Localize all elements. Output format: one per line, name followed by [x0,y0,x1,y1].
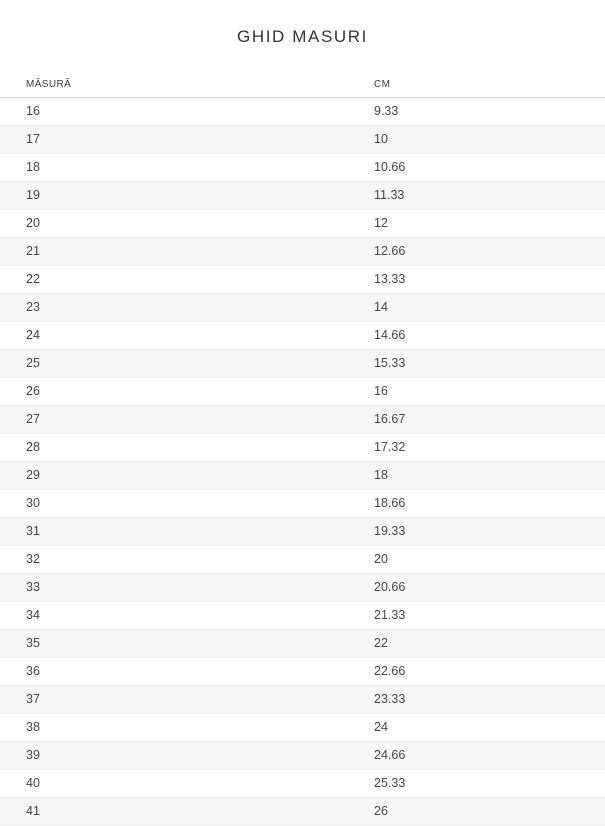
size-table-container: MĂSURĂ CM 16 9.33 17 10 18 10.66 19 11.33 20 12 21… [0,79,605,826]
cell-cm: 18 [348,461,605,490]
table-row: 28 17.32 [0,433,605,462]
cell-masura: 23 [0,293,348,322]
table-row: 18 10.66 [0,153,605,182]
size-guide-table: MĂSURĂ CM 16 9.33 17 10 18 10.66 19 11.33 20 12 21… [0,79,605,826]
cell-masura: 39 [0,741,348,770]
cell-cm: 21.33 [348,601,605,630]
cell-masura: 40 [0,769,348,798]
cell-masura: 33 [0,573,348,602]
table-body: 16 9.33 17 10 18 10.66 19 11.33 20 12 21 12.66 22 13.… [0,97,605,826]
cell-cm: 20.66 [348,573,605,602]
cell-cm: 14.66 [348,321,605,350]
cell-cm: 9.33 [348,97,605,126]
cell-masura: 22 [0,265,348,294]
table-row: 29 18 [0,461,605,490]
cell-cm: 16 [348,377,605,406]
cell-masura: 35 [0,629,348,658]
table-row: 34 21.33 [0,601,605,630]
cell-masura: 38 [0,713,348,742]
cell-cm: 20 [348,545,605,574]
cell-masura: 20 [0,209,348,238]
cell-masura: 28 [0,433,348,462]
cell-masura: 37 [0,685,348,714]
table-row: 40 25.33 [0,769,605,798]
cell-masura: 18 [0,153,348,182]
cell-cm: 13.33 [348,265,605,294]
table-row: 25 15.33 [0,349,605,378]
cell-cm: 11.33 [348,181,605,210]
page-title: GHID MASURI [237,27,368,46]
table-row: 31 19.33 [0,517,605,546]
table-row: 32 20 [0,545,605,574]
cell-masura: 24 [0,321,348,350]
cell-masura: 41 [0,797,348,826]
cell-cm: 22.66 [348,657,605,686]
cell-cm: 16.67 [348,405,605,434]
table-row: 27 16.67 [0,405,605,434]
cell-masura: 34 [0,601,348,630]
cell-cm: 24 [348,713,605,742]
cell-cm: 12 [348,209,605,238]
cell-cm: 18.66 [348,489,605,518]
cell-masura: 30 [0,489,348,518]
cell-cm: 17.32 [348,433,605,462]
table-row: 23 14 [0,293,605,322]
cell-cm: 25.33 [348,769,605,798]
cell-cm: 24.66 [348,741,605,770]
cell-cm: 12.66 [348,237,605,266]
cell-masura: 31 [0,517,348,546]
table-row: 33 20.66 [0,573,605,602]
cell-cm: 26 [348,797,605,826]
cell-masura: 17 [0,125,348,154]
cell-masura: 27 [0,405,348,434]
table-row: 41 26 [0,797,605,826]
table-row: 24 14.66 [0,321,605,350]
cell-masura: 36 [0,657,348,686]
table-row: 30 18.66 [0,489,605,518]
cell-masura: 16 [0,97,348,126]
table-row: 17 10 [0,125,605,154]
cell-masura: 29 [0,461,348,490]
cell-cm: 23.33 [348,685,605,714]
table-header: MĂSURĂ CM [0,79,605,98]
cell-cm: 10 [348,125,605,154]
table-row: 37 23.33 [0,685,605,714]
cell-masura: 26 [0,377,348,406]
cell-masura: 19 [0,181,348,210]
table-row: 35 22 [0,629,605,658]
column-header-masura: MĂSURĂ [0,79,348,98]
table-row: 36 22.66 [0,657,605,686]
table-header-row: MĂSURĂ CM [0,79,605,98]
cell-cm: 14 [348,293,605,322]
cell-masura: 25 [0,349,348,378]
table-row: 39 24.66 [0,741,605,770]
cell-cm: 10.66 [348,153,605,182]
cell-masura: 21 [0,237,348,266]
table-row: 16 9.33 [0,97,605,126]
table-row: 22 13.33 [0,265,605,294]
table-row: 20 12 [0,209,605,238]
table-row: 19 11.33 [0,181,605,210]
cell-cm: 19.33 [348,517,605,546]
table-row: 38 24 [0,713,605,742]
column-header-cm: CM [348,79,605,98]
cell-masura: 32 [0,545,348,574]
table-row: 21 12.66 [0,237,605,266]
table-row: 26 16 [0,377,605,406]
cell-cm: 22 [348,629,605,658]
cell-cm: 15.33 [348,349,605,378]
